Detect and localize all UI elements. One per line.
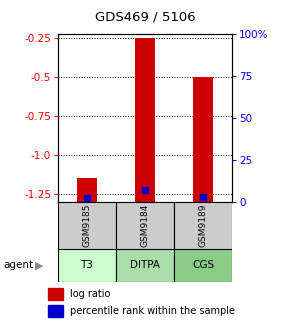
Text: T3: T3 <box>81 260 93 270</box>
Bar <box>135 38 155 202</box>
Bar <box>174 249 232 282</box>
Text: DITPA: DITPA <box>130 260 160 270</box>
Bar <box>77 178 97 202</box>
Text: agent: agent <box>3 260 33 270</box>
Text: GDS469 / 5106: GDS469 / 5106 <box>95 10 195 24</box>
Bar <box>58 249 116 282</box>
Text: ▶: ▶ <box>35 260 44 270</box>
Text: percentile rank within the sample: percentile rank within the sample <box>70 306 235 316</box>
Text: log ratio: log ratio <box>70 289 110 299</box>
Bar <box>193 77 213 202</box>
Bar <box>58 202 116 249</box>
Bar <box>116 249 174 282</box>
Bar <box>116 202 174 249</box>
Text: GSM9184: GSM9184 <box>140 203 150 247</box>
Bar <box>48 305 63 317</box>
Bar <box>174 202 232 249</box>
Text: CGS: CGS <box>192 260 214 270</box>
Text: GSM9185: GSM9185 <box>82 203 92 247</box>
Text: GSM9189: GSM9189 <box>198 203 208 247</box>
Bar <box>48 288 63 300</box>
